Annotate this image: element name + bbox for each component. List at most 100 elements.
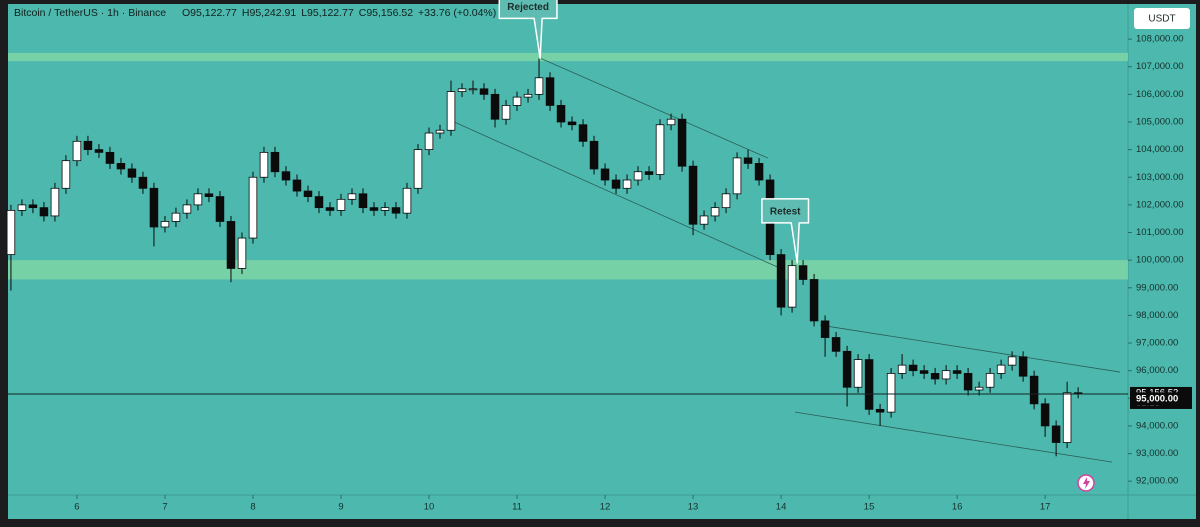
- y-tick-label: 108,000.00: [1136, 34, 1184, 45]
- y-tick-label: 104,000.00: [1136, 144, 1184, 155]
- candle-body: [644, 171, 654, 175]
- candle-body: [314, 196, 324, 209]
- candle-body: [468, 88, 478, 91]
- candle-body: [1040, 403, 1050, 427]
- candle-body: [424, 132, 434, 151]
- y-tick-label: 102,000.00: [1136, 199, 1184, 210]
- channel-line: [539, 57, 769, 159]
- candle-body: [556, 105, 566, 123]
- candle-body: [908, 364, 918, 372]
- candle-body: [820, 320, 830, 338]
- candle-body: [226, 221, 236, 269]
- candle-body: [512, 96, 522, 106]
- candle-body: [886, 373, 896, 413]
- candle-body: [622, 179, 632, 189]
- currency-box[interactable]: [1134, 8, 1190, 29]
- ohlc-value: C95,156.52: [359, 7, 413, 19]
- marker-price-label: 95,000.00: [1136, 393, 1178, 404]
- candle-body: [204, 193, 214, 197]
- candle-body: [490, 93, 500, 120]
- candle-body: [853, 359, 863, 388]
- candle-body: [545, 77, 555, 106]
- candle-body: [149, 187, 159, 228]
- channel-line: [449, 119, 781, 269]
- currency-label[interactable]: USDT: [1148, 14, 1175, 25]
- candle-body: [292, 179, 302, 192]
- candle-body: [358, 193, 368, 209]
- candle-body: [787, 265, 797, 308]
- candle-body: [974, 386, 984, 391]
- y-tick-label: 98,000.00: [1136, 310, 1178, 321]
- annotation-box: [761, 198, 810, 264]
- annotation-label: Rejected: [507, 2, 549, 13]
- candle-body: [897, 364, 907, 374]
- channel-line: [819, 324, 1120, 373]
- ohlc-value: H95,242.91: [242, 7, 296, 19]
- x-tick-label: 6: [74, 502, 79, 513]
- x-tick-label: 14: [776, 502, 787, 513]
- candle-body: [534, 77, 544, 95]
- candle-body: [941, 370, 951, 380]
- candle-body: [1007, 356, 1017, 366]
- candle-body: [996, 364, 1006, 374]
- y-tick-label: 105,000.00: [1136, 116, 1184, 127]
- candle-body: [479, 88, 489, 95]
- candle-body: [1018, 356, 1028, 377]
- candle-body: [809, 279, 819, 322]
- x-tick-label: 17: [1040, 502, 1051, 513]
- candle-body: [985, 373, 995, 388]
- candle-body: [160, 221, 170, 228]
- x-tick-label: 16: [952, 502, 963, 513]
- candle-body: [754, 163, 764, 181]
- candle-body: [589, 140, 599, 170]
- chart-title: Bitcoin / TetherUS · 1h · Binance: [14, 7, 166, 19]
- candle-body: [303, 190, 313, 197]
- candle-body: [347, 193, 357, 200]
- candle-body: [6, 210, 16, 256]
- x-tick-label: 12: [600, 502, 611, 513]
- zones: [8, 52, 1128, 280]
- candle-body: [171, 212, 181, 222]
- y-tick-label: 93,000.00: [1136, 448, 1178, 459]
- ohlc-value: L95,122.77: [301, 7, 354, 19]
- candle-body: [28, 204, 38, 209]
- candle-body: [842, 350, 852, 388]
- candle-body: [633, 171, 643, 181]
- annotation-box: [498, 0, 558, 60]
- y-tick-label: 101,000.00: [1136, 227, 1184, 238]
- annotation-label: Retest: [770, 207, 801, 218]
- candle-body: [380, 207, 390, 211]
- zone: [8, 52, 1128, 62]
- zone: [8, 260, 1128, 280]
- y-tick-label: 92,000.00: [1136, 476, 1178, 487]
- candle-body: [611, 179, 621, 189]
- candle-body: [1062, 392, 1072, 443]
- candle-body: [116, 163, 126, 170]
- candle-body: [270, 151, 280, 173]
- candle-body: [699, 215, 709, 225]
- alert-bolt: [1083, 477, 1090, 489]
- candle-body: [72, 140, 82, 162]
- candle-body: [688, 165, 698, 225]
- candle-body: [281, 171, 291, 181]
- candle-body: [127, 168, 137, 178]
- candle-body: [369, 207, 379, 211]
- ohlc-value: +33.76 (+0.04%): [418, 7, 496, 19]
- y-tick-label: 103,000.00: [1136, 172, 1184, 183]
- x-tick-label: 13: [688, 502, 699, 513]
- candle-body: [402, 187, 412, 214]
- candle-body: [721, 193, 731, 209]
- y-tick-label: 94,000.00: [1136, 420, 1178, 431]
- y-tick-label: 99,000.00: [1136, 282, 1178, 293]
- y-tick-label: 106,000.00: [1136, 89, 1184, 100]
- candles: [6, 58, 1083, 457]
- candle-body: [193, 193, 203, 206]
- candle-body: [963, 373, 973, 391]
- candle-body: [83, 140, 93, 151]
- candle-body: [732, 157, 742, 195]
- candle-body: [776, 254, 786, 308]
- candle-body: [875, 408, 885, 413]
- candle-body: [831, 337, 841, 352]
- candle-body: [655, 124, 665, 175]
